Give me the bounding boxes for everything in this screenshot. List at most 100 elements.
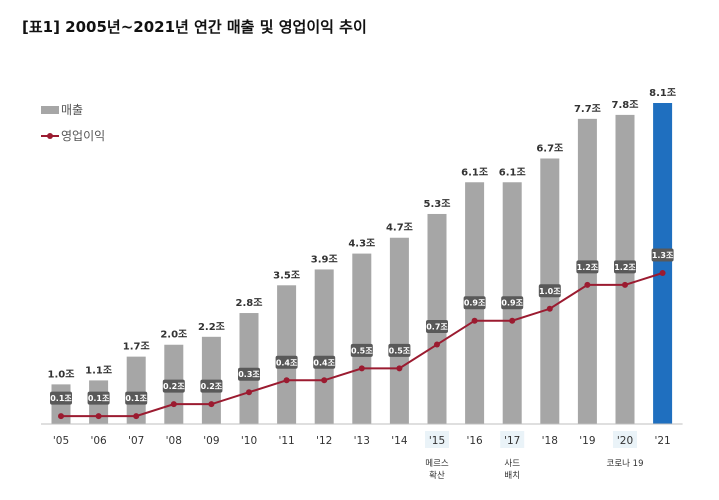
event-annotation: 배치: [504, 471, 520, 481]
profit-point: [622, 281, 628, 288]
profit-label-box: [463, 296, 486, 310]
x-tick-label: '21: [654, 435, 670, 447]
profit-value-label: 0.4조: [313, 358, 335, 367]
sales-value-label: 6.1조: [499, 166, 526, 178]
sales-value-label: 5.3조: [424, 198, 451, 210]
profit-point: [133, 413, 140, 420]
profit-value-label: 0.9조: [501, 299, 523, 308]
sales-bar: [352, 253, 372, 424]
profit-labels: 0.1조 0.1조 0.1조 0.2조 0.2조 0.3조 0.4조 0.4조 0.5조 0.5조…: [50, 248, 674, 405]
profit-value-label: 1.3조: [652, 251, 674, 260]
profit-label-box: [501, 296, 524, 310]
sales-value-label: 6.7조: [536, 142, 563, 154]
profit-value-label: 0.4조: [276, 358, 298, 367]
legend-label-profit: 영업이익: [61, 129, 105, 143]
profit-point: [95, 413, 102, 420]
x-ticks: '05 '06 '07 '08 '09 '10 '11 '12 '13 '14 '15 '16 '17 '…: [53, 435, 671, 447]
sales-bar: [427, 213, 447, 424]
profit-label-box: [614, 260, 636, 274]
profit-label-box: [313, 355, 336, 369]
sales-value-label: 7.7조: [574, 103, 601, 115]
legend-swatch-sales: [41, 106, 59, 114]
sales-value-label: 8.1조: [649, 87, 676, 99]
x-tick-label: '09: [203, 435, 219, 447]
x-tick-label: '20: [617, 435, 633, 447]
x-tick-label: '07: [128, 435, 144, 447]
profit-value-label: 0.1조: [88, 394, 110, 403]
profit-point: [471, 317, 478, 324]
x-tick-label: '11: [278, 435, 294, 447]
profit-value-label: 0.5조: [389, 346, 411, 355]
sales-bar: [126, 356, 146, 424]
profit-value-label: 0.1조: [50, 394, 72, 403]
profit-point: [434, 341, 440, 348]
x-tick-label: '10: [241, 435, 257, 447]
legend-label-sales: 매출: [61, 103, 83, 117]
profit-value-label: 0.2조: [163, 382, 185, 391]
sales-value-label: 3.5조: [273, 269, 300, 281]
profit-label-box: [162, 379, 185, 393]
event-annotation: 메르스: [425, 459, 449, 469]
profit-label-box: [426, 320, 448, 334]
sales-value-label: 1.1조: [85, 364, 112, 376]
profit-value-label: 1.2조: [614, 263, 636, 272]
profit-value-label: 0.7조: [426, 323, 448, 332]
sales-value-label: 2.8조: [236, 297, 263, 309]
sales-value-label: 4.7조: [386, 222, 413, 234]
profit-point: [208, 401, 215, 408]
tick-highlight-bg: [425, 431, 449, 448]
profit-value-label: 0.1조: [125, 394, 147, 403]
event-annotation: 사드: [504, 459, 520, 469]
profit-point: [509, 317, 516, 324]
bar-labels: 1.0조 1.1조 1.7조 2.0조 2.2조 2.8조 3.5조 3.9조 4.3조 4.7조…: [48, 87, 677, 380]
sales-value-label: 7.8조: [612, 99, 639, 111]
profit-label-box: [350, 343, 373, 357]
profit-label-box: [87, 391, 110, 405]
sales-bar: [653, 103, 673, 424]
profit-point: [546, 305, 553, 312]
profit-label-box: [538, 284, 561, 298]
sales-bar: [389, 237, 409, 424]
x-tick-label: '06: [90, 435, 107, 447]
profit-value-label: 0.3조: [238, 370, 260, 379]
x-tick-label: '19: [579, 435, 595, 447]
profit-label-box: [200, 379, 223, 393]
profit-label-box: [275, 355, 298, 369]
line-series: [58, 270, 666, 420]
x-tick-label: '05: [53, 435, 69, 447]
tick-highlight-bg: [613, 431, 637, 448]
sales-value-label: 1.7조: [123, 341, 150, 353]
profit-label-box: [651, 248, 674, 262]
x-tick-label: '13: [354, 435, 370, 447]
sales-value-label: 6.1조: [461, 166, 488, 178]
profit-point: [321, 377, 328, 384]
event-annotation: 확산: [429, 470, 445, 481]
profit-label-box: [238, 367, 260, 381]
sales-value-label: 2.0조: [160, 329, 187, 341]
x-tick-label: '18: [542, 435, 558, 447]
x-tick-label: '17: [504, 435, 520, 447]
profit-value-label: 1.0조: [539, 287, 561, 296]
profit-point: [358, 365, 365, 372]
sales-value-label: 1.0조: [48, 368, 75, 380]
sales-value-label: 4.3조: [348, 238, 375, 250]
profit-label-box: [576, 260, 599, 274]
x-tick-label: '16: [466, 435, 483, 447]
profit-label-box: [388, 343, 411, 357]
sales-bar: [277, 285, 297, 424]
tick-highlight-layer: [425, 431, 637, 448]
event-annotation: 코로나 19: [607, 459, 644, 469]
profit-value-label: 0.2조: [201, 382, 223, 391]
sales-value-label: 3.9조: [311, 253, 338, 265]
profit-value-label: 0.9조: [464, 299, 486, 308]
chart-title: [표1] 2005년~2021년 연간 매출 및 영업이익 추이: [22, 18, 367, 36]
profit-point: [246, 389, 252, 396]
x-tick-label: '14: [391, 435, 408, 447]
profit-point: [283, 377, 290, 384]
profit-value-label: 1.2조: [577, 263, 599, 272]
profit-point: [396, 365, 403, 372]
sales-value-label: 2.2조: [198, 321, 225, 333]
